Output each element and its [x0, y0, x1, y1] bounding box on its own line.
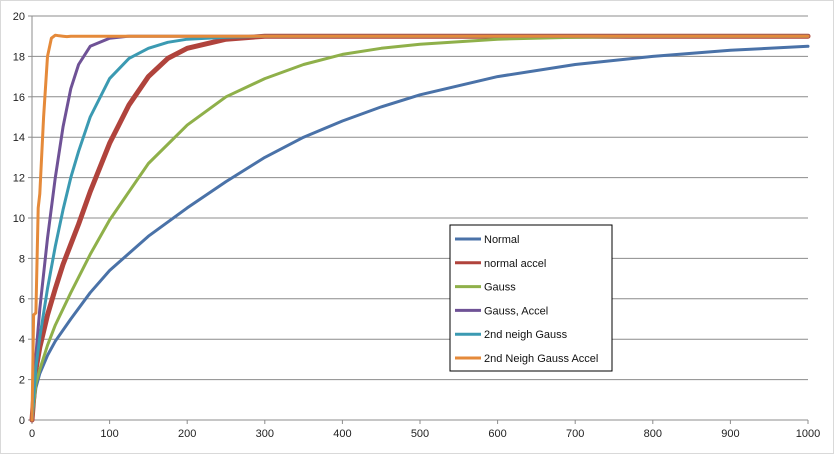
y-tick-label-5: 10: [13, 213, 25, 225]
y-tick-label-7: 14: [13, 132, 25, 144]
x-tick-label-10: 1000: [796, 428, 820, 440]
x-tick-label-2: 200: [178, 428, 196, 440]
series-line-4: [30, 34, 810, 422]
x-tick-label-5: 500: [411, 428, 429, 440]
series-line-1: [29, 33, 811, 423]
legend-label-0: Normal: [484, 234, 519, 246]
y-tick-label-8: 16: [13, 92, 25, 104]
y-tick-label-3: 6: [19, 294, 25, 306]
series-line-0: [30, 44, 810, 422]
x-tick-label-9: 900: [721, 428, 739, 440]
legend-label-4: 2nd neigh Gauss: [484, 329, 568, 341]
legend-label-5: 2nd Neigh Gauss Accel: [484, 353, 598, 365]
y-tick-label-9: 18: [13, 51, 25, 63]
y-tick-label-1: 2: [19, 375, 25, 387]
gridlines: [32, 15, 808, 381]
x-tick-label-3: 300: [256, 428, 274, 440]
series-line-2: [30, 34, 810, 422]
series-line-5: [30, 33, 810, 422]
x-tick-label-4: 400: [333, 428, 351, 440]
y-tick-label-4: 8: [19, 253, 25, 265]
legend-label-2: Gauss: [484, 282, 516, 294]
y-tick-label-0: 0: [19, 415, 25, 427]
y-tick-label-6: 12: [13, 173, 25, 185]
x-tick-label-7: 700: [566, 428, 584, 440]
x-tick-label-1: 100: [100, 428, 118, 440]
legend-label-1: normal accel: [484, 258, 546, 270]
x-tick-label-8: 800: [644, 428, 662, 440]
x-tick-label-0: 0: [29, 428, 35, 440]
legend-box: [449, 224, 613, 372]
series-lines: [29, 33, 811, 423]
y-tick-label-2: 4: [19, 334, 25, 346]
legend-label-3: Gauss, Accel: [484, 305, 548, 317]
legend: Normal normal accel Gauss Gauss, Accel 2nd n…: [449, 224, 613, 372]
y-tick-label-10: 20: [13, 11, 25, 23]
x-tick-label-6: 600: [488, 428, 506, 440]
